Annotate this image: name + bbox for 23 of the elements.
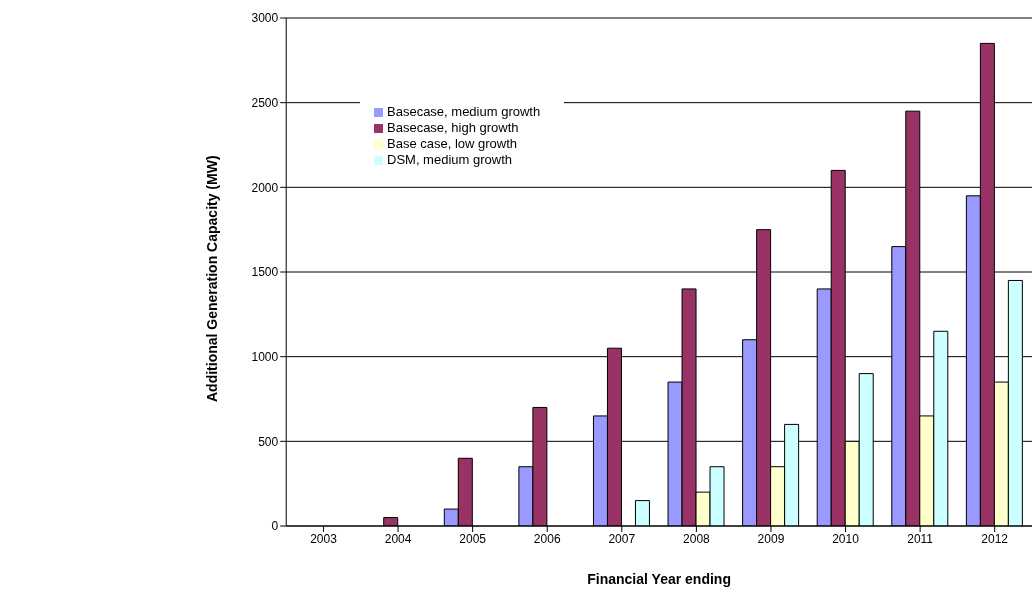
legend-label: Basecase, high growth bbox=[387, 120, 519, 135]
y-axis-title: Additional Generation Capacity (MW) bbox=[204, 155, 221, 402]
x-tick-label: 2010 bbox=[832, 531, 860, 546]
y-tick-label: 3000 bbox=[251, 11, 279, 26]
x-tick-label: 2009 bbox=[757, 531, 785, 546]
x-tick-label: 2005 bbox=[459, 531, 487, 546]
x-tick-label: 2011 bbox=[907, 531, 934, 546]
x-tick-label: 2004 bbox=[384, 531, 412, 546]
x-tick-label: 2003 bbox=[310, 531, 338, 546]
y-tick-label: 0 bbox=[271, 519, 279, 534]
y-tick-label: 1500 bbox=[251, 265, 279, 280]
y-tick-label: 500 bbox=[258, 434, 279, 449]
y-tick-label: 1000 bbox=[251, 349, 279, 364]
legend-label: Basecase, medium growth bbox=[387, 104, 541, 119]
y-tick-label: 2500 bbox=[251, 95, 279, 110]
x-tick-label: 2007 bbox=[608, 531, 636, 546]
x-axis-title: Financial Year ending bbox=[587, 571, 731, 587]
x-tick-label: 2006 bbox=[533, 531, 561, 546]
legend-label: Base case, low growth bbox=[387, 136, 518, 151]
x-tick-label: 2012 bbox=[981, 531, 1009, 546]
x-tick-label: 2008 bbox=[683, 531, 711, 546]
legend-label: DSM, medium growth bbox=[387, 152, 512, 167]
y-tick-label: 2000 bbox=[251, 180, 279, 195]
